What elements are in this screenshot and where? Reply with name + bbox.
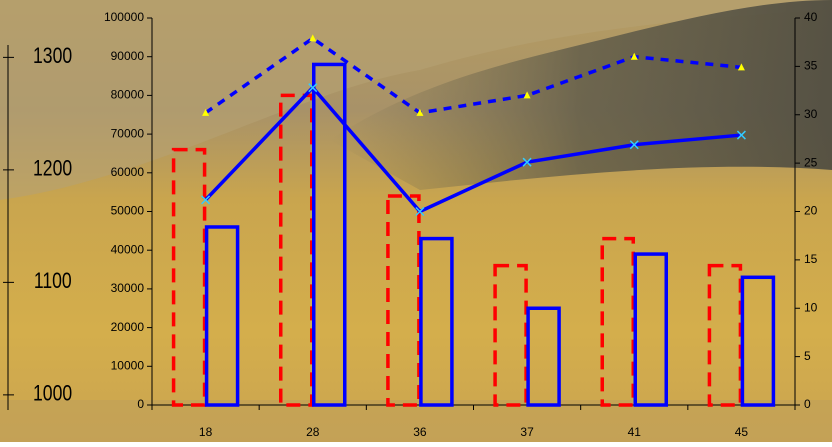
- x-tick-label: 28: [306, 425, 320, 439]
- y-tick-label: 60000: [111, 165, 145, 179]
- x-tick-label: 37: [520, 425, 534, 439]
- bar: [279, 93, 314, 407]
- bar: [204, 225, 240, 407]
- y-tick-label: 30000: [111, 281, 145, 295]
- bar: [740, 275, 776, 407]
- x-tick-label: 45: [735, 425, 749, 439]
- line: [204, 36, 742, 115]
- y2-tick-label: 30: [804, 107, 818, 121]
- y-tick-label: 90000: [111, 49, 145, 63]
- sky: [0, 0, 832, 200]
- x-tick-label: 41: [628, 425, 642, 439]
- marker: [415, 206, 425, 217]
- y3-tick-label: 1000: [33, 382, 72, 406]
- marker: [309, 34, 317, 42]
- y2-tick-label: 5: [804, 349, 811, 363]
- line: [204, 85, 742, 214]
- marker: [416, 108, 424, 116]
- bar: [633, 252, 668, 407]
- y-tick-label: 20000: [111, 320, 145, 334]
- marker: [523, 91, 531, 99]
- marker: [630, 52, 638, 60]
- bar: [600, 236, 635, 407]
- y2-tick-label: 15: [804, 252, 818, 266]
- marker: [629, 140, 639, 150]
- bar: [526, 306, 561, 407]
- marker: [737, 63, 745, 71]
- marker: [736, 130, 746, 140]
- y2-tick-label: 0: [804, 397, 811, 411]
- bar: [171, 147, 207, 407]
- y-tick-label: 50000: [111, 204, 145, 218]
- y3-tick-label: 1100: [34, 269, 72, 293]
- x-tick-label: 18: [199, 425, 213, 439]
- y-tick-label: 70000: [111, 126, 145, 140]
- x-tick-label: 36: [413, 425, 427, 439]
- marker: [202, 108, 210, 116]
- y3-tick-label: 1200: [33, 157, 72, 181]
- bar: [707, 263, 743, 407]
- y-tick-label: 40000: [111, 242, 145, 256]
- bar: [419, 236, 454, 407]
- bar: [312, 62, 347, 407]
- y2-tick-label: 25: [804, 155, 818, 169]
- bar: [493, 263, 528, 407]
- y-tick-label: 0: [137, 397, 144, 411]
- foreground: [0, 400, 832, 442]
- y2-tick-label: 40: [804, 10, 818, 24]
- marker: [522, 157, 532, 167]
- bar: [386, 194, 421, 407]
- plot: 0100002000030000400005000060000700008000…: [3, 10, 818, 439]
- y3-tick-label: 1300: [33, 44, 72, 68]
- y-tick-label: 100000: [104, 10, 144, 24]
- y2-tick-label: 10: [804, 300, 818, 314]
- y2-tick-label: 35: [804, 59, 818, 73]
- tree-line: [330, 0, 832, 190]
- y-tick-label: 80000: [111, 88, 145, 102]
- marker: [201, 195, 211, 205]
- y2-tick-label: 20: [804, 204, 818, 218]
- marker: [308, 83, 318, 93]
- y-tick-label: 10000: [111, 358, 145, 372]
